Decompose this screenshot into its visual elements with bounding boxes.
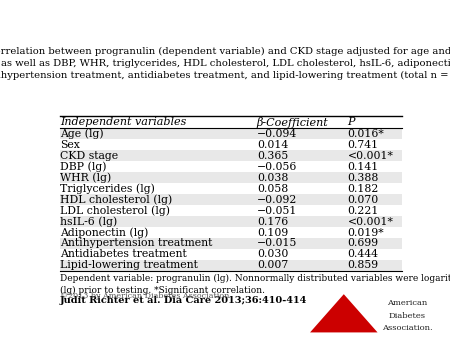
Text: LDL cholesterol (lg): LDL cholesterol (lg) [60,205,170,216]
Text: 0.176: 0.176 [257,217,288,226]
Text: Correlation between progranulin (dependent variable) and CKD stage adjusted for : Correlation between progranulin (depende… [0,47,450,80]
Text: Judit Richter et al. Dia Care 2013;36:410-414: Judit Richter et al. Dia Care 2013;36:41… [60,296,307,305]
Text: 0.038: 0.038 [257,173,288,183]
Text: hsIL-6 (lg): hsIL-6 (lg) [60,216,117,227]
Text: P: P [347,117,355,127]
Bar [60,216,401,227]
Text: Antihypertension treatment: Antihypertension treatment [60,239,212,248]
Text: 0.070: 0.070 [347,195,379,204]
Text: 0.365: 0.365 [257,151,288,161]
Text: 0.388: 0.388 [347,173,379,183]
Text: Lipid-lowering treatment: Lipid-lowering treatment [60,260,198,270]
Text: −0.056: −0.056 [257,162,297,172]
Text: 0.182: 0.182 [347,184,379,194]
Text: 0.058: 0.058 [257,184,288,194]
Polygon shape [310,294,378,333]
Text: 0.109: 0.109 [257,227,288,238]
Text: −0.015: −0.015 [257,239,297,248]
Text: HDL cholesterol (lg): HDL cholesterol (lg) [60,194,172,205]
Text: 0.016*: 0.016* [347,129,384,139]
Text: 0.030: 0.030 [257,249,288,260]
Text: Adiponectin (lg): Adiponectin (lg) [60,227,148,238]
Bar [60,172,401,183]
Text: Association.: Association. [382,324,432,332]
Text: DBP (lg): DBP (lg) [60,162,106,172]
Text: <0.001*: <0.001* [347,151,393,161]
Bar [60,260,401,271]
Text: ©2013 by American Diabetes Association: ©2013 by American Diabetes Association [60,291,229,299]
Text: Independent variables: Independent variables [60,117,186,127]
Text: <0.001*: <0.001* [347,217,393,226]
Text: −0.094: −0.094 [257,129,297,139]
Text: Diabetes: Diabetes [389,312,426,320]
Text: Age (lg): Age (lg) [60,128,104,139]
Bar [60,238,401,249]
Text: 0.444: 0.444 [347,249,378,260]
Text: 0.859: 0.859 [347,260,378,270]
Text: β-Coefficient: β-Coefficient [257,117,328,128]
Bar [60,128,401,139]
Text: Sex: Sex [60,140,80,150]
Text: Dependent variable: progranulin (lg). Nonnormally distributed variables were log: Dependent variable: progranulin (lg). No… [60,273,450,295]
Text: 0.741: 0.741 [347,140,378,150]
Text: −0.051: −0.051 [257,206,297,216]
Text: 0.014: 0.014 [257,140,288,150]
Text: 0.019*: 0.019* [347,227,384,238]
Text: 0.007: 0.007 [257,260,288,270]
Text: 0.221: 0.221 [347,206,379,216]
Text: WHR (lg): WHR (lg) [60,172,111,183]
Bar [60,194,401,205]
Text: CKD stage: CKD stage [60,151,118,161]
Text: Triglycerides (lg): Triglycerides (lg) [60,183,155,194]
Text: −0.092: −0.092 [257,195,297,204]
Text: American: American [387,299,428,308]
Bar [60,150,401,161]
Text: 0.699: 0.699 [347,239,378,248]
Text: 0.141: 0.141 [347,162,379,172]
Text: Antidiabetes treatment: Antidiabetes treatment [60,249,186,260]
